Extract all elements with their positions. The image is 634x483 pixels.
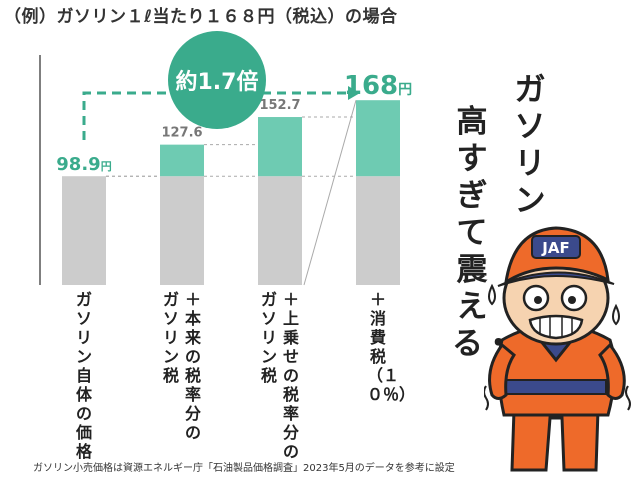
total-unit-3: 円 [398, 82, 412, 98]
total-label-0: 98.9円 [56, 154, 111, 175]
ratio-annotation: 約1.7倍 [176, 69, 259, 95]
category-label-3-0: ＋消費税（１０％） [367, 290, 416, 404]
category-label-1-0: ＋本来の税率分の [184, 290, 201, 442]
category-label-1-1: ガソリン税 [162, 290, 179, 385]
bar-tax-1 [160, 144, 204, 177]
total-label-2: 152.7 [259, 98, 300, 113]
ratio-bubble [168, 31, 266, 129]
chart-title: （例）ガソリン１ℓ当たり１６８円（税込）の場合 [4, 7, 398, 27]
category-label-2-1: ガソリン税 [260, 290, 277, 385]
growth-arrow-path [82, 91, 348, 140]
jaf-mascot-illustration: JAF [484, 226, 631, 472]
vertical-title-line1: ガソリン [514, 72, 546, 219]
growth-arrow-head [348, 86, 360, 100]
category-label-2-0: ＋上乗せの税率分の [282, 290, 299, 461]
bar-tax-3 [356, 100, 400, 177]
bar-base-3 [356, 176, 400, 285]
guide-diagonal [303, 100, 357, 286]
category-label-0-0: ガソリン自体の価格 [75, 290, 92, 461]
bar-base-0 [62, 176, 106, 285]
cap-logo-text: JAF [541, 239, 569, 257]
source-footnote: ガソリン小売価格は資源エネルギー庁「石油製品価格調査」2023年5月のデータを参… [33, 463, 455, 474]
total-unit-0: 円 [101, 160, 112, 173]
total-label-3: 168円 [344, 71, 412, 101]
total-label-1: 127.6 [161, 126, 202, 141]
bar-tax-2 [258, 117, 302, 177]
bar-base-2 [258, 176, 302, 285]
bar-base-1 [160, 176, 204, 285]
